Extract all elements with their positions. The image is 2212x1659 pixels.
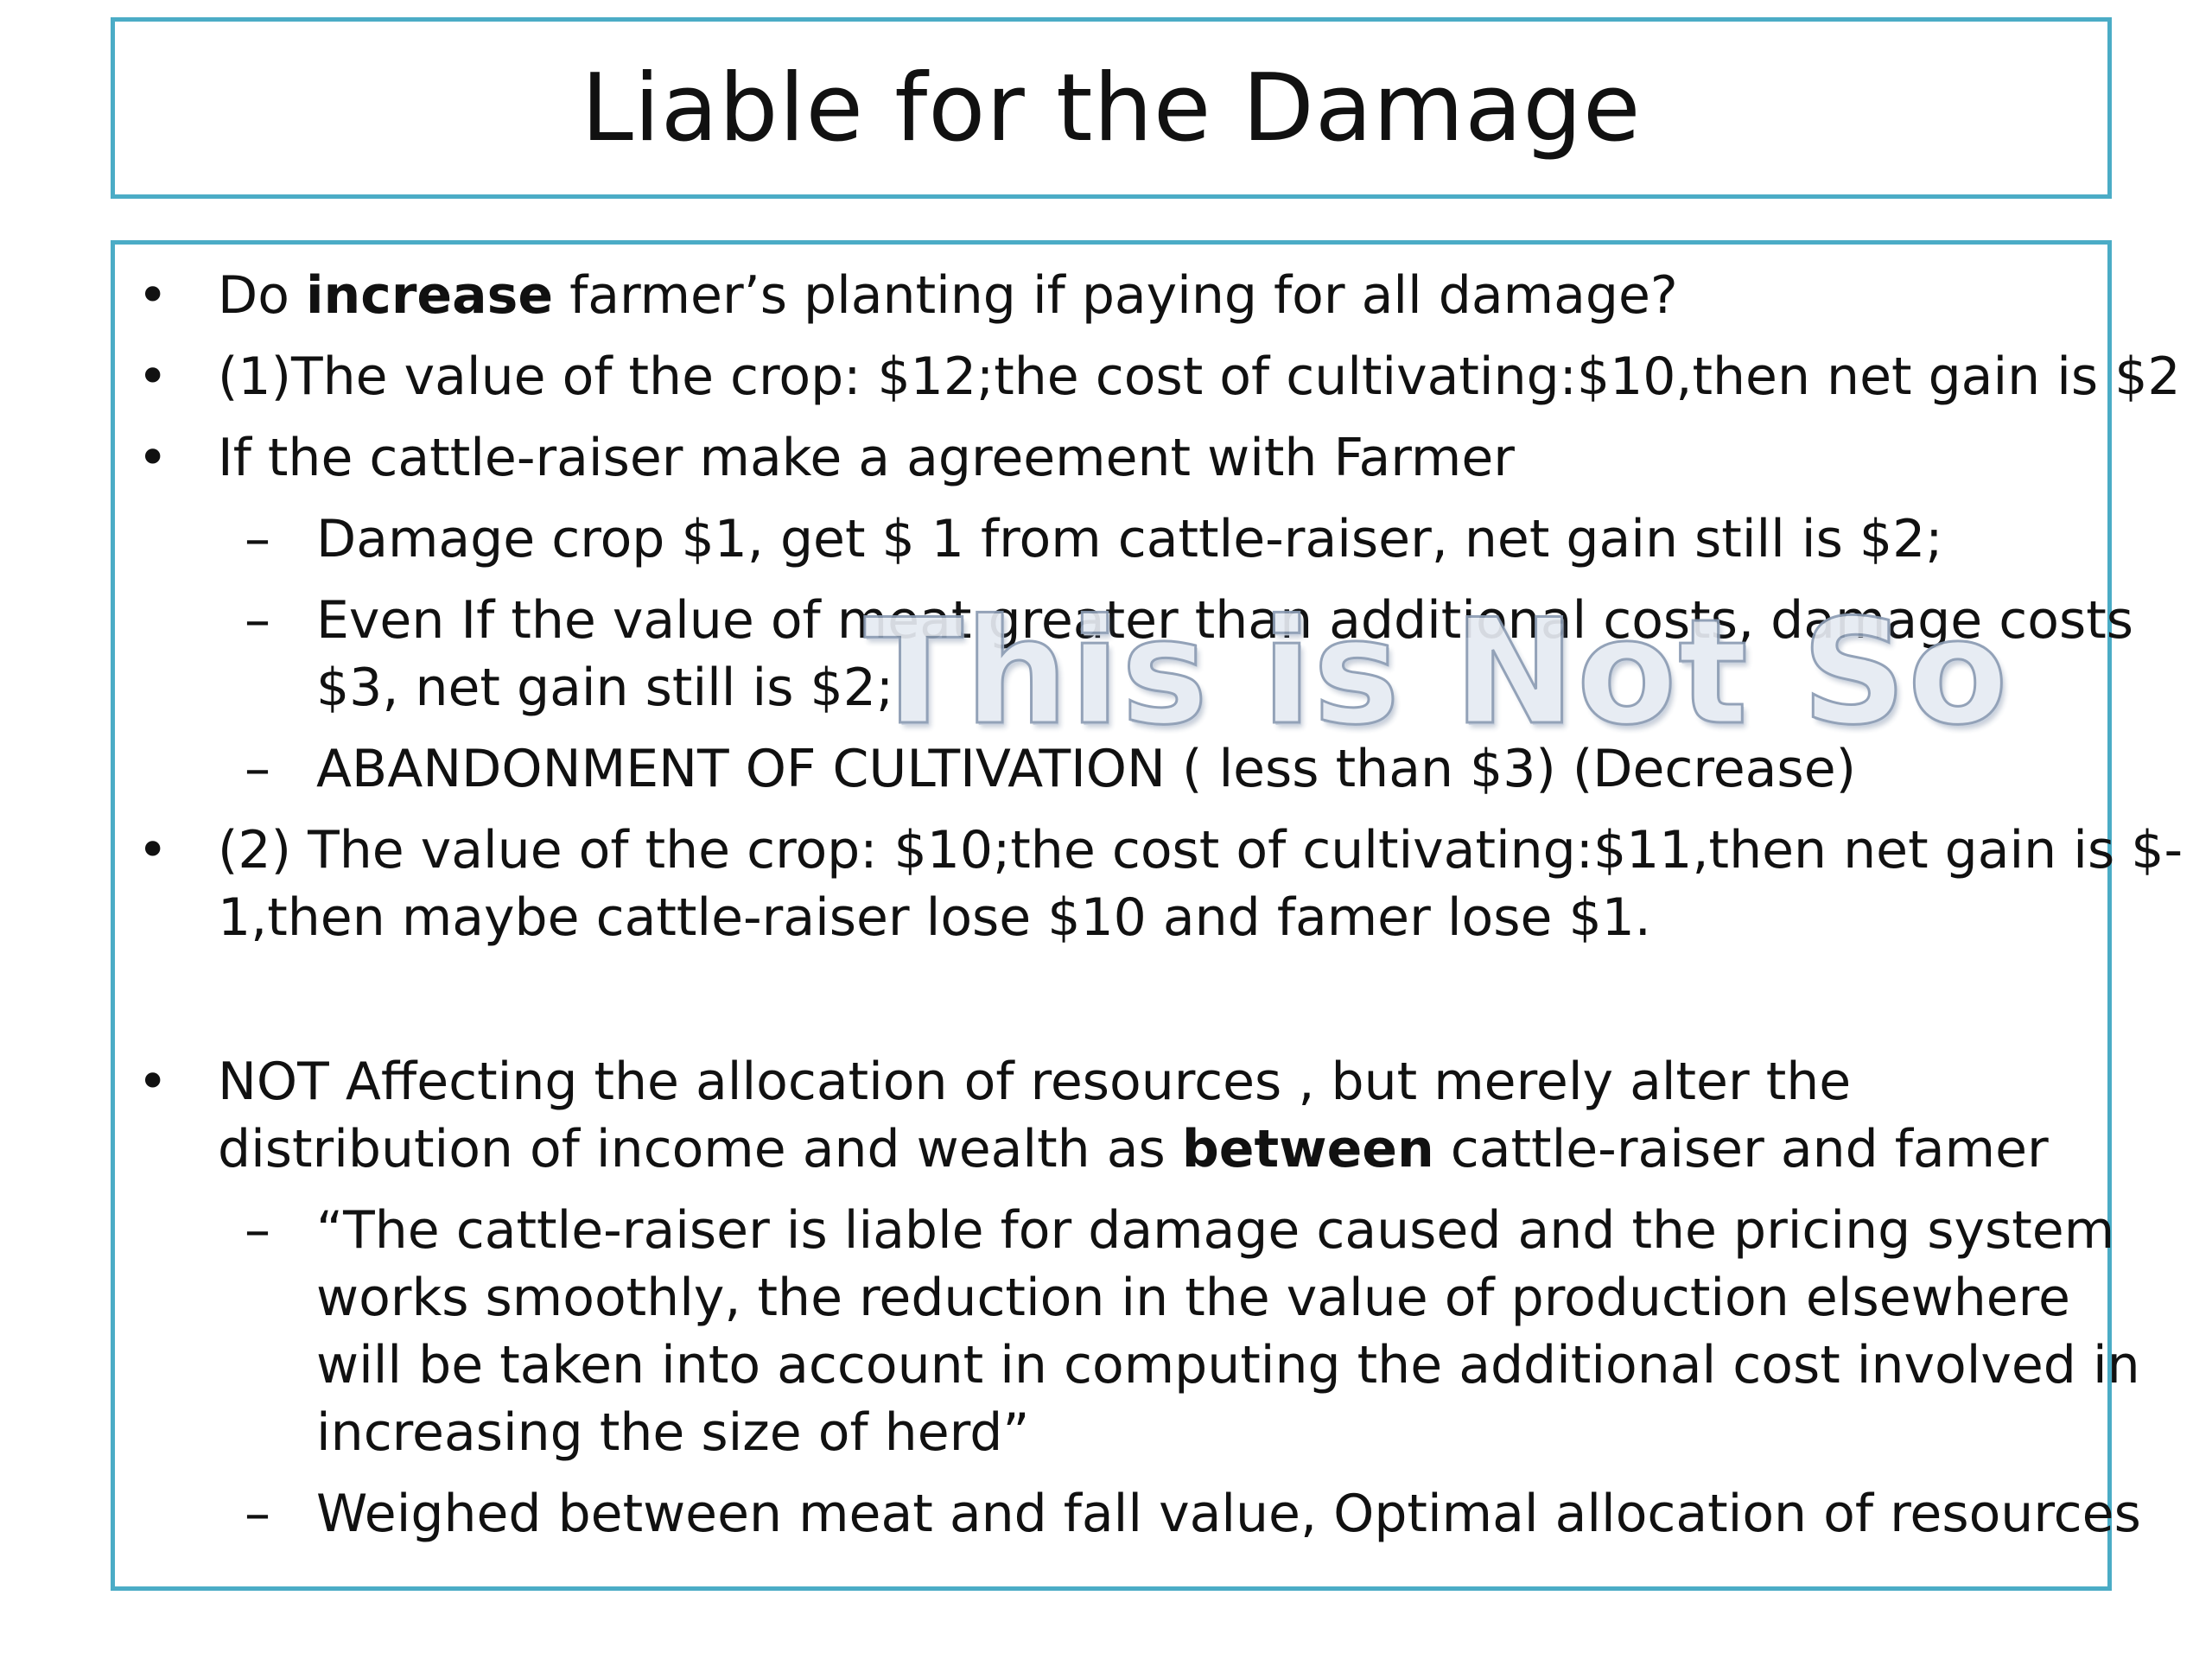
bullet-marker: • bbox=[137, 1052, 168, 1112]
bullet-3-sub-2-line-1: Even If the value of meat greater than a… bbox=[316, 590, 2133, 651]
dash-marker: – bbox=[245, 739, 270, 799]
bullet-marker: • bbox=[137, 428, 168, 488]
bullet-3-sub-3: ABANDONMENT OF CULTIVATION ( less than $… bbox=[316, 739, 1857, 799]
bullet-2: (1)The value of the crop: $12;the cost o… bbox=[218, 346, 2181, 407]
bullet-list: • Do increase farmer’s planting if payin… bbox=[115, 245, 2183, 1586]
bullet-4-line-2: 1,then maybe cattle-raiser lose $10 and … bbox=[218, 887, 1651, 948]
bullet-5-line-2-pre: distribution of income and wealth as bbox=[218, 1119, 1182, 1179]
title-box: Liable for the Damage bbox=[111, 17, 2112, 199]
bullet-5-line-2: distribution of income and wealth as bet… bbox=[218, 1116, 2049, 1183]
bullet-5-line-2-bold: between bbox=[1181, 1119, 1434, 1179]
bullet-4-line-1: (2) The value of the crop: $10;the cost … bbox=[218, 820, 2183, 880]
bullet-3-sub-1: Damage crop $1, get $ 1 from cattle-rais… bbox=[316, 509, 1943, 569]
bullet-marker: • bbox=[137, 820, 168, 880]
dash-marker: – bbox=[245, 1484, 270, 1544]
content-box: • Do increase farmer’s planting if payin… bbox=[111, 240, 2183, 1591]
bullet-5-sub-1-line-4: increasing the size of herd” bbox=[316, 1402, 1030, 1463]
bullet-1-bold: increase bbox=[305, 265, 554, 326]
bullet-5-sub-1-line-3: will be taken into account in computing … bbox=[316, 1335, 2140, 1395]
bullet-5-sub-2: Weighed between meat and fall value, Opt… bbox=[316, 1484, 2141, 1544]
dash-marker: – bbox=[245, 1200, 270, 1261]
bullet-3-sub-2-line-2: $3, net gain still is $2; bbox=[316, 658, 894, 718]
bullet-5-line-2-post: cattle-raiser and famer bbox=[1433, 1119, 2049, 1179]
bullet-1: Do increase farmer’s planting if paying … bbox=[218, 262, 1678, 329]
bullet-5-sub-1-line-1: “The cattle-raiser is liable for damage … bbox=[316, 1200, 2115, 1261]
bullet-5-sub-1-line-2: works smoothly, the reduction in the val… bbox=[316, 1268, 2070, 1328]
bullet-marker: • bbox=[137, 265, 168, 326]
dash-marker: – bbox=[245, 509, 270, 569]
bullet-1-pre: Do bbox=[218, 265, 306, 326]
dash-marker: – bbox=[245, 590, 270, 651]
bullet-5-line-1: NOT Affecting the allocation of resource… bbox=[218, 1052, 1852, 1112]
bullet-1-post: farmer’s planting if paying for all dama… bbox=[553, 265, 1678, 326]
bullet-3: If the cattle-raiser make a agreement wi… bbox=[218, 428, 1515, 488]
slide-title: Liable for the Damage bbox=[581, 54, 1642, 162]
bullet-marker: • bbox=[137, 346, 168, 407]
